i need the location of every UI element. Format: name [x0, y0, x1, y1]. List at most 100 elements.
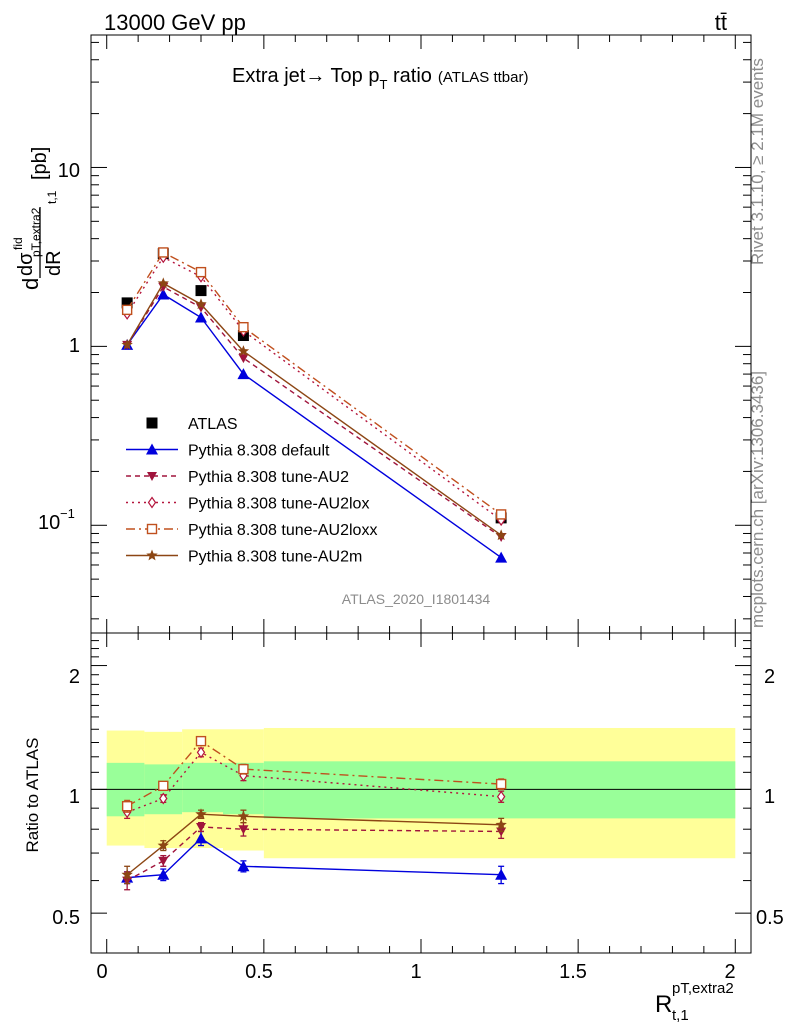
ratio-panel: Ratio to ATLAS 2 1 0.5 2 1 0.5 0 0.5 1 1… — [23, 632, 784, 1024]
ratio-bands-layer — [91, 727, 751, 859]
point-au2loxx — [121, 304, 133, 316]
ratio-point-au2loxx — [195, 735, 207, 747]
xtick-label-1: 1 — [410, 961, 421, 983]
legend-marker — [146, 549, 158, 561]
point-data — [121, 297, 133, 309]
ratio-point-au2 — [158, 856, 169, 866]
ratio-point-au2 — [196, 822, 206, 832]
ratio-ytick-right-0.5: 0.5 — [756, 907, 784, 929]
band-green — [182, 762, 223, 813]
analysis-label: ATLAS_2020_I1801434 — [342, 591, 491, 607]
point-au2loxx — [195, 266, 207, 278]
svg-text:t,1: t,1 — [672, 1007, 689, 1024]
point-au2m — [495, 529, 507, 541]
ratio-point-au2loxx — [495, 778, 507, 790]
series-au2m — [121, 277, 507, 541]
legend-marker — [146, 417, 158, 429]
xtick-label-0.5: 0.5 — [245, 961, 273, 983]
svg-text:fid: fid — [11, 237, 25, 250]
point-au2loxx — [238, 321, 249, 333]
legend-label: Pythia 8.308 tune-AU2lox — [188, 496, 369, 513]
svg-text:pT,extra2: pT,extra2 — [29, 207, 43, 257]
legend-label: Pythia 8.308 tune-AU2 — [188, 469, 349, 486]
point-au2loxx — [495, 509, 507, 520]
ratio-point-au2loxx — [121, 800, 133, 812]
legend-marker — [147, 496, 157, 509]
point-au2m — [195, 298, 207, 310]
process-label: tt̄ — [715, 10, 727, 35]
legend-marker — [147, 472, 157, 481]
point-default — [157, 288, 170, 300]
legend-item-au2: Pythia 8.308 tune-AU2 — [126, 469, 349, 486]
svg-text:−1: −1 — [60, 506, 75, 521]
point-default — [237, 368, 250, 380]
point-default — [495, 551, 508, 563]
svg-text:d: d — [18, 278, 43, 290]
point-data — [195, 285, 207, 297]
series-line-default — [126, 293, 502, 559]
svg-text:t,1: t,1 — [45, 190, 59, 204]
main-axes-layer — [91, 35, 751, 633]
svg-text:dσ: dσ — [15, 252, 37, 276]
legend-item-au2lox: Pythia 8.308 tune-AU2lox — [126, 496, 369, 513]
main-panel: Extra jet→ Top pT ratio (ATLAS ttbar) d d… — [11, 34, 752, 634]
ratio-line-au2lox — [126, 751, 502, 813]
point-au2m — [121, 338, 133, 350]
ratio-axes-layer — [91, 632, 751, 954]
svg-text:pT,extra2: pT,extra2 — [672, 980, 734, 997]
ratio-point-au2loxx — [238, 763, 249, 775]
ratio-ytick-left-2: 2 — [69, 666, 80, 688]
legend-item-data: ATLAS — [146, 416, 238, 433]
svg-text:10: 10 — [38, 512, 60, 534]
ratio-series-au2m — [121, 808, 507, 885]
legend-item-au2m: Pythia 8.308 tune-AU2m — [126, 549, 362, 566]
legend-item-default: Pythia 8.308 default — [126, 443, 330, 460]
ratio-point-au2 — [238, 825, 249, 835]
ratio-point-au2loxx — [158, 780, 169, 792]
point-au2 — [238, 354, 249, 364]
ratio-point-au2m — [195, 808, 207, 820]
ytick-label-10: 10 — [58, 160, 80, 182]
legend-marker — [146, 523, 158, 535]
series-line-au2loxx — [126, 251, 502, 515]
ratio-point-au2m — [121, 868, 133, 880]
mcplots-label: mcplots.cern.ch [arXiv:1306.3436] — [748, 371, 767, 628]
xtick-label-0: 0 — [96, 961, 107, 983]
ytick-label-1: 1 — [69, 335, 80, 357]
legend-label: ATLAS — [188, 416, 238, 433]
xtick-label-2: 2 — [724, 961, 735, 983]
ratio-series-layer — [121, 735, 508, 891]
main-frame — [90, 34, 752, 634]
point-au2m — [157, 277, 169, 289]
ratio-point-default — [237, 860, 250, 872]
ratio-ytick-right-2: 2 — [764, 666, 775, 688]
legend-label: Pythia 8.308 tune-AU2m — [188, 549, 362, 566]
main-series-layer — [121, 247, 508, 563]
energy-label: 13000 GeV pp — [104, 10, 246, 35]
ratio-point-au2m — [237, 810, 250, 822]
point-au2loxx — [158, 247, 169, 258]
ratio-point-au2m — [495, 818, 507, 830]
series-au2loxx — [121, 247, 507, 520]
ratio-point-au2m — [157, 839, 169, 851]
ratio-ytick-left-0.5: 0.5 — [52, 907, 80, 929]
main-ylabel: d dσ fid pT,extra2 dR t,1 [pb] — [11, 147, 65, 290]
xtick-label-1.5: 1.5 — [559, 961, 587, 983]
main-title: Extra jet→ Top pT ratio (ATLAS ttbar) — [232, 65, 529, 92]
legend-item-au2loxx: Pythia 8.308 tune-AU2loxx — [126, 522, 377, 539]
legend: ATLAS Pythia 8.308 default Pythia 8.308 tu… — [126, 416, 377, 566]
ratio-point-au2lox — [196, 746, 206, 759]
ratio-frame — [90, 632, 752, 954]
point-au2m — [237, 345, 250, 357]
ytick-label-0.1: 10 −1 — [38, 506, 75, 534]
svg-text:R: R — [655, 991, 672, 1018]
ratio-point-au2lox — [496, 790, 506, 803]
ratio-point-default — [495, 868, 508, 880]
rivet-label: Rivet 3.1.10, ≥ 2.1M events — [748, 58, 767, 265]
ratio-series-au2loxx — [121, 735, 507, 813]
ratio-ytick-left-1: 1 — [69, 786, 80, 808]
ratio-point-au2lox — [159, 792, 168, 805]
ratio-point-default — [195, 832, 207, 844]
legend-label: Pythia 8.308 default — [188, 443, 330, 460]
